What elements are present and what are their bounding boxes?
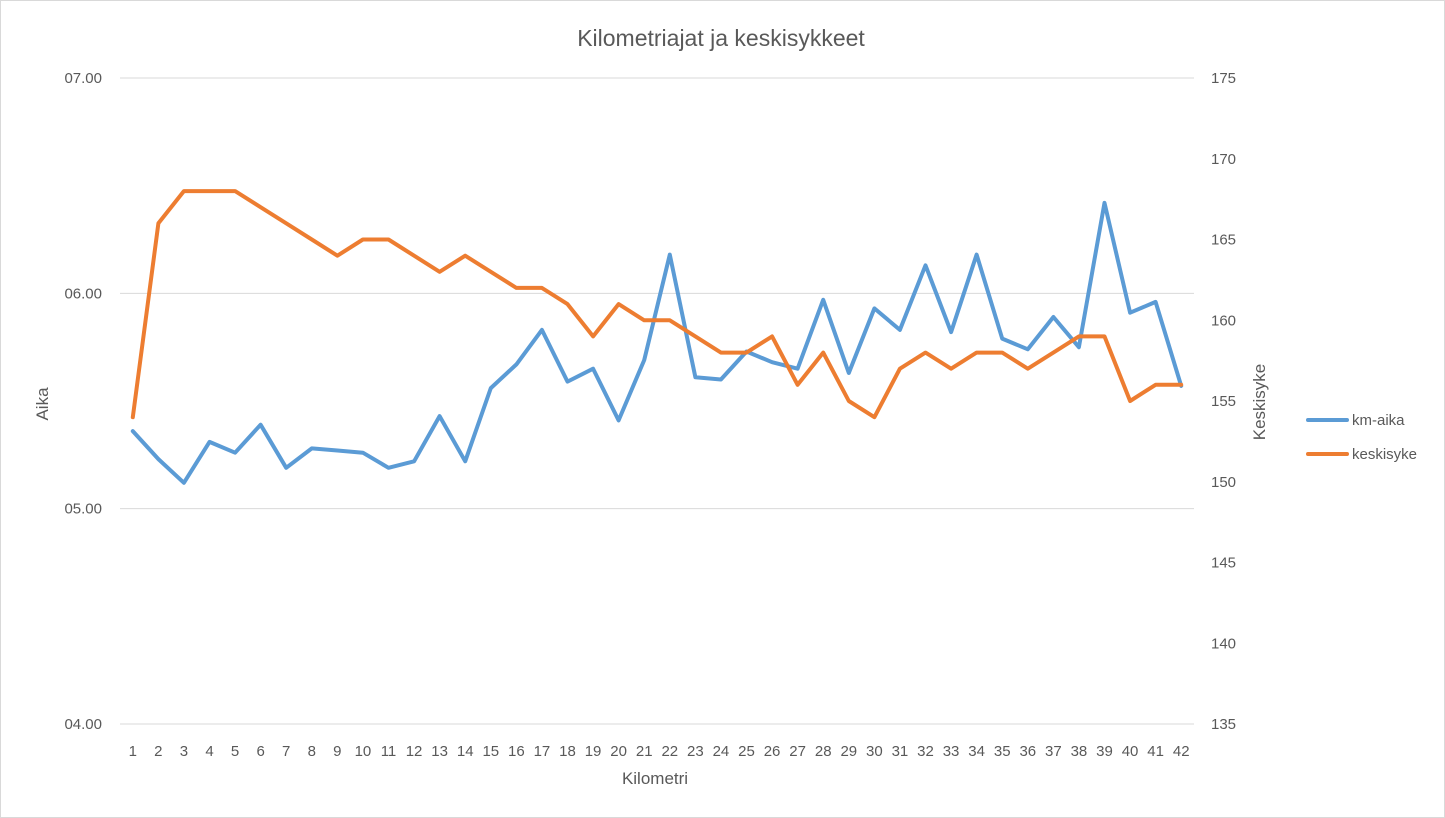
x-tick-label: 42 xyxy=(1173,743,1190,760)
x-tick-label: 11 xyxy=(381,743,397,760)
left-tick-label: 07.00 xyxy=(64,70,102,87)
series-lines xyxy=(130,189,1184,485)
x-axis-title: Kilometri xyxy=(622,769,688,788)
right-tick-label: 160 xyxy=(1211,312,1236,329)
x-tick-label: 9 xyxy=(333,743,341,760)
right-tick-label: 140 xyxy=(1211,635,1236,652)
x-tick-label: 20 xyxy=(610,743,627,760)
left-axis-title: Aika xyxy=(33,387,52,421)
x-tick-label: 41 xyxy=(1147,743,1164,760)
x-tick-label: 21 xyxy=(636,743,653,760)
x-tick-label: 36 xyxy=(1019,743,1036,760)
right-tick-label: 155 xyxy=(1211,393,1236,410)
gridlines xyxy=(120,77,1194,725)
right-tick-label: 150 xyxy=(1211,474,1236,491)
x-tick-label: 25 xyxy=(738,743,755,760)
legend-label: keskisyke xyxy=(1352,446,1417,463)
x-tick-label: 40 xyxy=(1122,743,1139,760)
left-tick-label: 05.00 xyxy=(64,501,102,518)
x-tick-label: 5 xyxy=(231,743,239,760)
x-tick-label: 8 xyxy=(308,743,316,760)
x-tick-label: 34 xyxy=(968,743,985,760)
right-tick-label: 170 xyxy=(1211,151,1236,168)
series-line-keskisyke xyxy=(130,189,1184,420)
series-line-km-aika xyxy=(130,200,1184,485)
x-tick-label: 32 xyxy=(917,743,934,760)
x-tick-label: 7 xyxy=(282,743,290,760)
x-tick-label: 38 xyxy=(1071,743,1088,760)
x-tick-label: 39 xyxy=(1096,743,1113,760)
legend-label: km-aika xyxy=(1352,412,1405,429)
x-tick-label: 16 xyxy=(508,743,525,760)
legend: km-aika keskisyke xyxy=(1306,412,1417,463)
x-tick-label: 4 xyxy=(205,743,213,760)
x-tick-label: 28 xyxy=(815,743,832,760)
right-axis-ticks: 135 140 145 150 155 160 165 170 175 xyxy=(1211,70,1236,733)
left-tick-label: 04.00 xyxy=(64,716,102,733)
x-tick-label: 3 xyxy=(180,743,188,760)
x-axis-ticks: 1 2 3 4 5 6 7 8 9 10 11 12 13 14 15 16 17 18 19 20 21 22 23 24 2… xyxy=(129,743,1190,760)
x-tick-label: 30 xyxy=(866,743,883,760)
left-tick-label: 06.00 xyxy=(64,285,102,302)
x-tick-label: 37 xyxy=(1045,743,1062,760)
x-tick-label: 1 xyxy=(129,743,137,760)
x-tick-label: 18 xyxy=(559,743,576,760)
x-tick-label: 35 xyxy=(994,743,1011,760)
x-tick-label: 10 xyxy=(355,743,372,760)
x-tick-label: 12 xyxy=(406,743,423,760)
right-tick-label: 165 xyxy=(1211,232,1236,249)
x-tick-label: 26 xyxy=(764,743,781,760)
x-tick-label: 29 xyxy=(840,743,857,760)
x-tick-label: 24 xyxy=(713,743,730,760)
x-tick-label: 23 xyxy=(687,743,704,760)
right-tick-label: 145 xyxy=(1211,555,1236,572)
x-tick-label: 2 xyxy=(154,743,162,760)
chart-title: Kilometriajat ja keskisykkeet xyxy=(577,25,865,51)
left-axis-ticks: 04.00 05.00 06.00 07.00 xyxy=(64,70,102,733)
x-tick-label: 6 xyxy=(256,743,264,760)
x-tick-label: 33 xyxy=(943,743,960,760)
x-tick-label: 31 xyxy=(892,743,909,760)
right-tick-label: 175 xyxy=(1211,70,1236,87)
x-tick-label: 14 xyxy=(457,743,474,760)
x-tick-label: 22 xyxy=(661,743,678,760)
x-tick-label: 17 xyxy=(534,743,551,760)
x-tick-label: 15 xyxy=(482,743,499,760)
right-tick-label: 135 xyxy=(1211,716,1236,733)
x-tick-label: 13 xyxy=(431,743,448,760)
x-tick-label: 27 xyxy=(789,743,806,760)
right-axis-title: Keskisyke xyxy=(1250,364,1269,441)
x-tick-label: 19 xyxy=(585,743,602,760)
